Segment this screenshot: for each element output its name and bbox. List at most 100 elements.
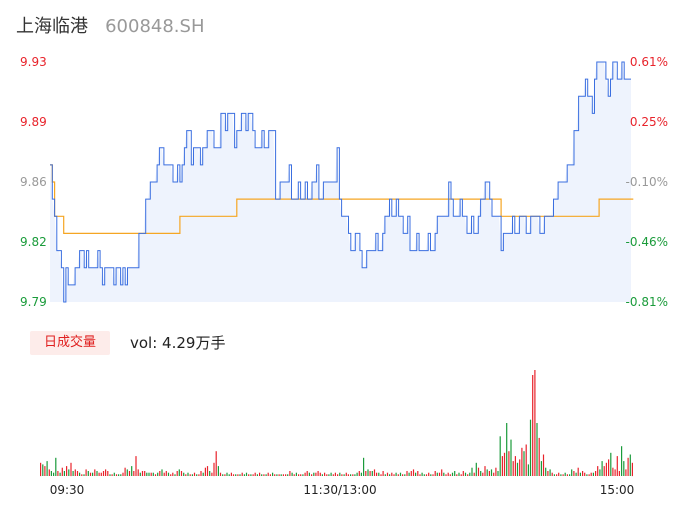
volume-bar (66, 466, 68, 476)
volume-bar (406, 471, 408, 476)
volume-bar (482, 472, 484, 476)
volume-bar (328, 474, 330, 476)
volume-bar (311, 474, 313, 476)
volume-bar (493, 472, 495, 476)
volume-bar (256, 474, 258, 476)
volume-bar (473, 472, 475, 476)
volume-bar (250, 474, 252, 476)
volume-bar (423, 474, 425, 476)
volume-bar (304, 472, 306, 476)
volume-bar (380, 474, 382, 476)
volume-bar (94, 469, 96, 476)
volume-bar (68, 469, 70, 476)
volume-bar (243, 474, 245, 476)
volume-bar (113, 472, 115, 476)
volume-bar (74, 469, 76, 476)
volume-summary: vol: 4.29万手 (130, 334, 226, 352)
volume-bar (605, 462, 607, 477)
volume-bar (556, 474, 558, 476)
volume-bar (486, 469, 488, 476)
volume-bar (458, 472, 460, 476)
volume-bar (384, 474, 386, 476)
volume-bar (206, 466, 209, 476)
volume-bar (499, 436, 501, 477)
volume-bar (55, 457, 57, 476)
volume-bar (44, 466, 46, 476)
volume-bar (252, 474, 254, 476)
volume-bar (178, 469, 180, 476)
volume-bar (57, 471, 59, 476)
volume-bar (124, 467, 126, 476)
volume-bar (456, 474, 458, 476)
volume-bar (193, 472, 196, 476)
volume-bar (627, 457, 629, 476)
volume-bar (603, 466, 605, 476)
volume-bar (363, 457, 365, 476)
volume-bar (315, 472, 317, 476)
volume-bar (590, 472, 592, 476)
price-area-fill (50, 62, 631, 302)
volume-bar (612, 467, 614, 476)
volume-bar (490, 469, 493, 476)
volume-bar (599, 469, 601, 476)
volume-bar (161, 469, 163, 476)
volume-bar (529, 419, 532, 476)
volume-bar (237, 474, 239, 476)
volume-bar (83, 474, 85, 476)
volume-bar (501, 456, 503, 476)
volume-bar (469, 472, 471, 476)
volume-bar (317, 471, 319, 476)
volume-bar (441, 469, 443, 476)
volume-bar (475, 462, 477, 477)
volume-bar (111, 474, 113, 476)
volume-bar (462, 471, 464, 476)
volume-bar (219, 472, 222, 476)
volume-bar (345, 472, 347, 476)
volume-bar (118, 474, 120, 476)
volume-bar (471, 467, 473, 476)
volume-bar (443, 472, 445, 476)
volume-bar (352, 474, 354, 476)
volume-bar (144, 471, 146, 476)
volume-bar (81, 474, 83, 476)
volume-bar (631, 462, 633, 477)
volume-bar (404, 474, 406, 476)
right-tick-label: -0.81% (626, 295, 668, 309)
volume-bar (306, 471, 308, 476)
volume-bar (577, 467, 579, 476)
volume-bar (514, 456, 516, 476)
time-tick-label: 09:30 (50, 483, 85, 497)
volume-bar (512, 461, 514, 476)
volume-bar (269, 474, 271, 476)
volume-bar (402, 474, 404, 476)
volume-bar (280, 474, 282, 476)
volume-bar (287, 474, 289, 476)
volume-bar (354, 474, 356, 476)
volume-bar (510, 439, 512, 476)
volume-bar (393, 474, 395, 476)
volume-bar (293, 474, 295, 476)
volume-bar (254, 472, 256, 476)
volume-bar (167, 472, 170, 476)
left-tick-label: 9.89 (20, 115, 47, 129)
volume-bar (308, 472, 310, 476)
volume-bar (339, 472, 341, 476)
volume-bar (48, 469, 50, 476)
volume-bar (332, 474, 334, 476)
volume-bar (172, 472, 174, 476)
volume-bar (610, 452, 612, 476)
volume-bar (105, 469, 107, 476)
volume-bar (373, 469, 376, 476)
volume-bar (601, 461, 603, 476)
volume-bar (408, 472, 410, 476)
volume-bar (464, 472, 467, 476)
volume-bar (397, 474, 399, 476)
volume-bar (549, 469, 551, 476)
volume-bar (154, 474, 157, 476)
volume-bar (96, 471, 98, 476)
volume-bar (597, 466, 599, 476)
volume-bar (191, 474, 193, 476)
volume-bar (100, 472, 102, 476)
volume-bar (300, 474, 302, 476)
